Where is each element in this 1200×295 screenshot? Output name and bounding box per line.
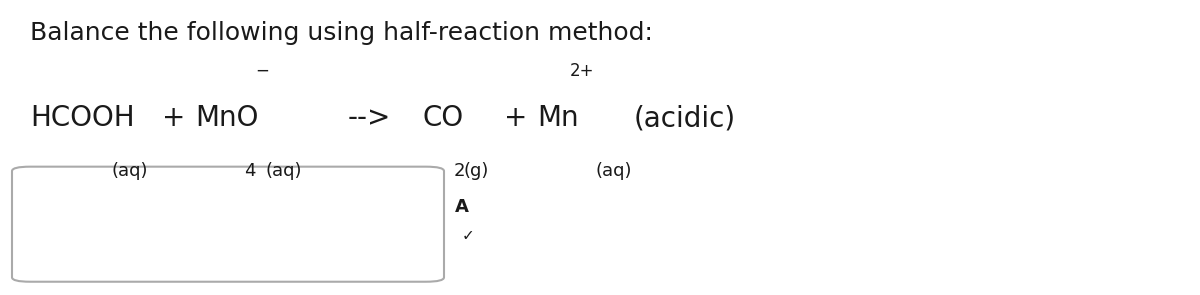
- FancyBboxPatch shape: [12, 167, 444, 282]
- Text: (aq): (aq): [595, 162, 631, 180]
- Text: Balance the following using half-reaction method:: Balance the following using half-reactio…: [30, 21, 653, 45]
- Text: 2+: 2+: [570, 62, 594, 80]
- Text: CO: CO: [422, 104, 463, 132]
- Text: (aq): (aq): [265, 162, 301, 180]
- Text: MnO: MnO: [196, 104, 259, 132]
- Text: (acidic): (acidic): [634, 104, 736, 132]
- Text: A: A: [455, 197, 469, 216]
- Text: Mn: Mn: [538, 104, 580, 132]
- Text: HCOOH: HCOOH: [30, 104, 134, 132]
- Text: (aq): (aq): [112, 162, 148, 180]
- Text: 2: 2: [454, 162, 466, 180]
- Text: +: +: [504, 104, 527, 132]
- Text: −: −: [256, 62, 270, 80]
- Text: +: +: [162, 104, 185, 132]
- Text: 4: 4: [244, 162, 256, 180]
- Text: (g): (g): [463, 162, 488, 180]
- Text: -->: -->: [348, 104, 391, 132]
- Text: ✓: ✓: [462, 229, 474, 243]
